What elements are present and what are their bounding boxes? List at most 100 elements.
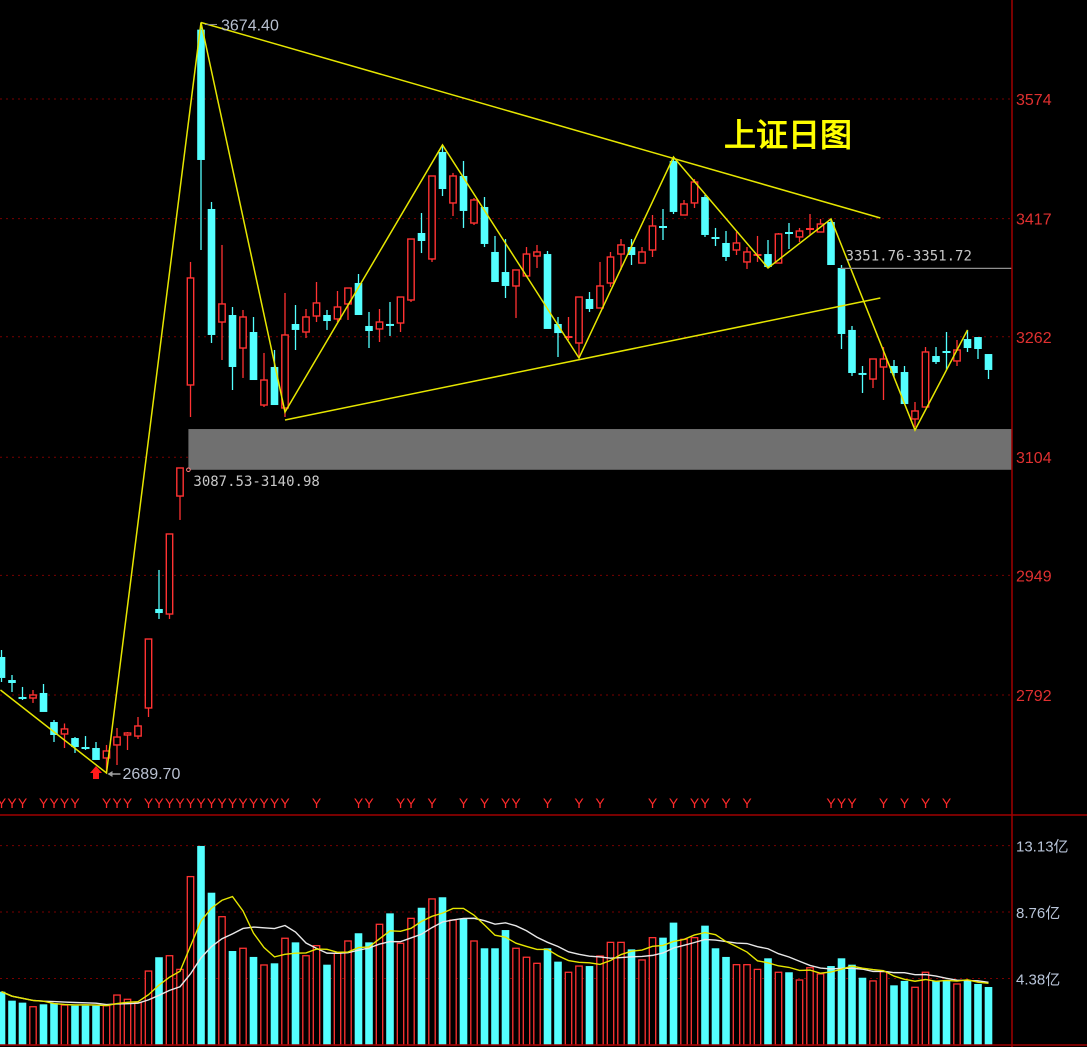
signal-marker: Y xyxy=(648,795,658,811)
price-tick-label: 2792 xyxy=(1016,688,1052,705)
volume-bar xyxy=(291,942,300,1045)
signal-marker: Y xyxy=(721,795,731,811)
volume-bar xyxy=(890,985,898,1045)
candle-body xyxy=(428,175,436,260)
signal-marker: Y xyxy=(249,795,259,811)
candle-body xyxy=(911,410,919,420)
signal-marker: Y xyxy=(186,795,196,811)
volume-bar xyxy=(354,933,363,1045)
volume-ma5-line xyxy=(1,895,989,1007)
volume-bar xyxy=(932,980,940,1045)
candle-body xyxy=(585,299,594,309)
volume-bar xyxy=(764,958,772,1045)
signal-marker: Y xyxy=(280,795,290,811)
candle-body xyxy=(123,732,132,736)
volume-bar xyxy=(491,948,499,1045)
signal-marker: Y xyxy=(406,795,416,811)
volume-bar xyxy=(249,956,258,1045)
signal-marker: Y xyxy=(175,795,185,811)
candle-body xyxy=(900,372,909,405)
volume-bar xyxy=(228,951,237,1045)
volume-bar xyxy=(795,979,804,1046)
volume-bar xyxy=(144,970,153,1046)
candle-body xyxy=(722,242,730,258)
candle-body xyxy=(680,203,688,216)
volume-bar xyxy=(848,964,856,1045)
signal-marker: Y xyxy=(511,795,521,811)
candle-body xyxy=(543,254,552,329)
candle-body xyxy=(554,324,562,334)
candle-body xyxy=(512,269,520,287)
signal-marker: Y xyxy=(165,795,175,811)
candle-body xyxy=(113,736,121,746)
signal-marker: Y xyxy=(459,795,469,811)
candle-body xyxy=(333,306,342,320)
volume-tick-label: 13.13亿 xyxy=(1016,839,1069,856)
trendlines xyxy=(0,21,969,775)
candle-body xyxy=(701,197,709,235)
candle-body xyxy=(60,728,69,735)
candle-body xyxy=(575,296,583,344)
volume-bar xyxy=(806,967,814,1046)
volume-bar xyxy=(690,937,699,1046)
volume-bar xyxy=(176,968,184,1046)
signal-marker: Y xyxy=(396,795,406,811)
volume-bar xyxy=(585,966,594,1045)
volume-bar xyxy=(470,940,478,1046)
volume-bar xyxy=(774,971,783,1046)
candle-body xyxy=(417,232,426,241)
signal-marker: Y xyxy=(364,795,374,811)
candle-body xyxy=(186,277,195,386)
candle-body xyxy=(396,296,405,324)
volume-bar xyxy=(165,955,174,1046)
volume-bar xyxy=(711,948,720,1045)
candle-body xyxy=(165,533,174,615)
candle-body xyxy=(617,244,625,255)
candle-body xyxy=(29,694,37,699)
low-label: 2689.70 xyxy=(123,766,181,783)
candle-body xyxy=(438,151,447,190)
zone-label: 3087.53-3140.98 xyxy=(193,474,319,490)
signal-marker: Y xyxy=(207,795,217,811)
volume-bar xyxy=(596,955,604,1046)
candle-body xyxy=(291,324,300,330)
candle-body xyxy=(354,282,363,316)
volume-bar xyxy=(18,1002,27,1045)
candle-body xyxy=(249,332,258,381)
signal-marker: Y xyxy=(60,795,70,811)
candle-body xyxy=(743,251,751,263)
signal-marker: Y xyxy=(574,795,584,811)
candle-body xyxy=(764,254,772,267)
volume-bar xyxy=(239,947,247,1046)
volume-bar xyxy=(554,961,562,1045)
volume-bar xyxy=(375,923,384,1046)
candle-body xyxy=(8,680,16,683)
candle-body xyxy=(984,354,993,370)
candle-body xyxy=(228,315,237,367)
price-tick-label: 3104 xyxy=(1016,450,1052,467)
signal-marker: Y xyxy=(228,795,238,811)
volume-bar xyxy=(428,898,436,1046)
volume-bar xyxy=(102,1005,111,1046)
candle-body xyxy=(921,351,930,408)
volume-bar xyxy=(533,962,541,1046)
candle-body xyxy=(795,230,804,238)
candle-body xyxy=(302,316,310,333)
signal-marker: Y xyxy=(18,795,28,811)
hline-label: 3351.76-3351.72 xyxy=(845,248,971,264)
signal-marker: Y xyxy=(700,795,710,811)
volume-bar xyxy=(911,986,919,1046)
candle-body xyxy=(533,251,541,257)
volume-bar xyxy=(858,977,867,1045)
volume-bar xyxy=(396,942,405,1046)
volume-bar xyxy=(134,1001,142,1046)
volume-bar xyxy=(417,907,426,1045)
signal-marker: Y xyxy=(270,795,280,811)
volume-bar xyxy=(974,983,982,1045)
volume-bar xyxy=(543,948,552,1045)
signal-marker: Y xyxy=(259,795,269,811)
signal-marker: Y xyxy=(942,795,952,811)
candle-body xyxy=(134,725,142,737)
volume-bar xyxy=(207,892,216,1045)
